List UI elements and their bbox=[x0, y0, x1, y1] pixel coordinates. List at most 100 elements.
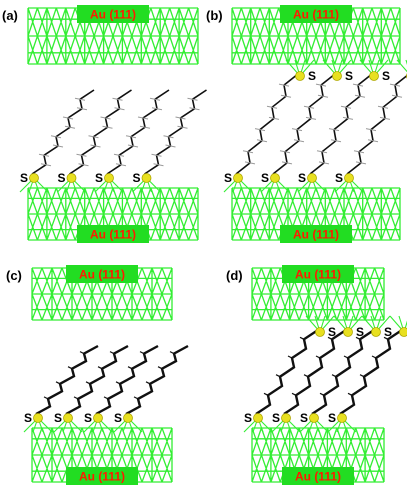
sulfur-atom bbox=[369, 71, 379, 81]
electrode-label-box bbox=[282, 265, 354, 283]
hydrogen-bonds bbox=[151, 97, 200, 167]
sulfur-label: S bbox=[114, 411, 122, 425]
molecular-chain bbox=[125, 344, 189, 416]
au-s-bonds bbox=[271, 417, 301, 433]
panel-a: (a) Au (111) Au (111) S S S S bbox=[2, 5, 207, 243]
side-bonds bbox=[103, 351, 145, 400]
molecular-chain bbox=[235, 73, 299, 175]
au-s-bonds bbox=[305, 315, 335, 333]
sulfur-atom bbox=[63, 413, 73, 423]
electrode-label: Au (111) bbox=[295, 268, 341, 282]
sulfur-label: S bbox=[382, 69, 390, 83]
panel-d: (d)Au (111)Au (111)SSSSSSSS bbox=[226, 265, 407, 485]
panel-b: (b)Au (111)Au (111)SSSSSSSS bbox=[206, 5, 407, 243]
molecular-chain bbox=[309, 73, 373, 175]
sulfur-label: S bbox=[328, 411, 336, 425]
au-s-bonds bbox=[361, 315, 391, 333]
au-s-bonds bbox=[23, 417, 53, 433]
molecular-chain bbox=[69, 89, 132, 175]
hydrogen-bonds bbox=[353, 83, 403, 165]
electrode-label: Au (111) bbox=[79, 470, 125, 484]
sulfur-atom bbox=[295, 71, 305, 81]
panel-c: (c) Au (111) Au (111) S S S S bbox=[6, 265, 189, 485]
au-s-bonds bbox=[285, 59, 315, 77]
molecular-chain bbox=[106, 89, 170, 175]
molecular-chain bbox=[346, 74, 407, 175]
sulfur-label: S bbox=[20, 171, 28, 185]
panel-label: (b) bbox=[206, 8, 223, 23]
au-s-bonds bbox=[327, 417, 357, 433]
hydrogen-bonds bbox=[38, 97, 88, 167]
molecular-chain bbox=[311, 329, 375, 415]
sulfur-atom bbox=[332, 71, 342, 81]
hydrogen-bonds bbox=[76, 97, 125, 167]
au-s-bonds bbox=[223, 177, 253, 193]
sulfur-label: S bbox=[356, 325, 364, 339]
sulfur-atom bbox=[309, 413, 319, 423]
sulfur-atom bbox=[253, 413, 263, 423]
sulfur-atom bbox=[344, 173, 354, 183]
electrode-label-box bbox=[66, 265, 138, 283]
au-s-bonds bbox=[396, 59, 407, 73]
sulfur-label: S bbox=[335, 171, 343, 185]
electrode-label: Au (111) bbox=[293, 8, 339, 22]
sulfur-label: S bbox=[54, 411, 62, 425]
sulfur-label: S bbox=[272, 411, 280, 425]
side-bonds bbox=[263, 336, 305, 396]
electrode-label-box bbox=[77, 225, 149, 243]
electrode-label: Au (111) bbox=[295, 470, 341, 484]
electrode-label-box bbox=[280, 225, 352, 243]
electrode-label-box bbox=[66, 467, 138, 485]
hydrogen-bonds bbox=[242, 83, 292, 165]
au-s-bonds bbox=[132, 177, 161, 193]
electrode-label: Au (111) bbox=[79, 268, 125, 282]
electrode-label: Au (111) bbox=[293, 228, 339, 242]
sulfur-label: S bbox=[308, 69, 316, 83]
sulfur-atom bbox=[343, 327, 353, 337]
sulfur-atom bbox=[337, 413, 347, 423]
sulfur-label: S bbox=[345, 69, 353, 83]
sulfur-atom bbox=[141, 173, 152, 183]
sulfur-label: S bbox=[384, 325, 392, 339]
au-s-bonds bbox=[334, 177, 364, 193]
au-s-bonds bbox=[260, 177, 290, 193]
sulfur-atom bbox=[66, 173, 77, 183]
sulfur-atom bbox=[93, 413, 103, 423]
molecular-chain bbox=[255, 329, 319, 415]
au-s-bonds bbox=[333, 315, 363, 333]
sulfur-atom bbox=[123, 413, 133, 423]
hydrogen-bonds bbox=[279, 83, 329, 165]
sulfur-atom bbox=[33, 413, 43, 423]
sulfur-atom bbox=[281, 413, 291, 423]
molecular-chain bbox=[95, 344, 159, 416]
sulfur-label: S bbox=[261, 171, 269, 185]
sulfur-atom bbox=[104, 173, 114, 183]
molecular-chain bbox=[272, 73, 336, 175]
sulfur-label: S bbox=[133, 171, 141, 185]
au-s-bonds bbox=[94, 177, 124, 193]
sulfur-label: S bbox=[84, 411, 92, 425]
au-s-bonds bbox=[297, 177, 327, 193]
au-s-bonds bbox=[19, 177, 49, 193]
sulfur-atom bbox=[307, 173, 317, 183]
side-bonds bbox=[319, 336, 361, 396]
sulfur-label: S bbox=[244, 411, 252, 425]
molecular-chain bbox=[65, 344, 129, 416]
sulfur-label: S bbox=[300, 411, 308, 425]
sulfur-atom bbox=[233, 173, 243, 183]
au-s-bonds bbox=[57, 177, 86, 193]
au-s-bonds bbox=[299, 417, 329, 433]
side-bonds bbox=[133, 351, 175, 400]
au-s-bonds bbox=[359, 59, 389, 77]
au-s-bonds bbox=[389, 315, 407, 333]
sulfur-label: S bbox=[24, 411, 32, 425]
molecular-chain bbox=[35, 344, 99, 416]
sulfur-label: S bbox=[58, 171, 66, 185]
sulfur-atom bbox=[371, 327, 381, 337]
sulfur-label: S bbox=[328, 325, 336, 339]
panel-label: (d) bbox=[226, 268, 243, 283]
electrode-label-box bbox=[282, 467, 354, 485]
au-s-bonds bbox=[243, 417, 273, 433]
au-s-bonds bbox=[83, 417, 113, 433]
